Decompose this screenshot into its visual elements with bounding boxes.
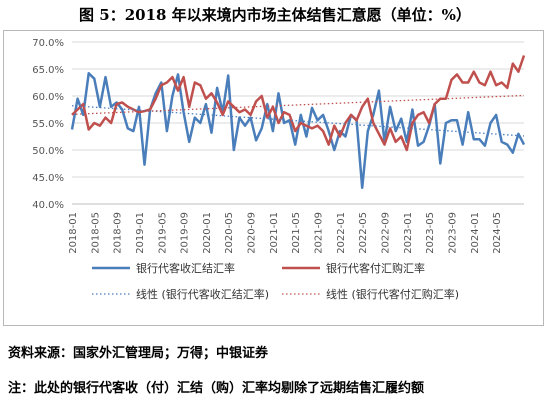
x-tick-label: 2022-01 [336, 212, 347, 254]
x-tick-label: 2023-09 [447, 212, 458, 254]
legend-label: 线性 (银行代客付汇购汇率) [326, 287, 459, 301]
y-tick-label: 70.0% [32, 38, 64, 49]
y-tick-label: 65.0% [32, 65, 64, 76]
x-tick-label: 2023-01 [403, 212, 414, 254]
source-note: 资料来源：国家外汇管理局；万得；中银证券 [8, 346, 269, 361]
x-tick-label: 2024-01 [470, 212, 481, 254]
x-tick-label: 2019-05 [157, 212, 168, 254]
x-tick-label: 2021-05 [291, 212, 302, 254]
x-tick-label: 2021-09 [314, 212, 325, 254]
x-tick-label: 2020-01 [202, 212, 213, 254]
x-tick-label: 2022-05 [358, 212, 369, 254]
x-axis: 2018-01 2018-05 2018-09 2019-01 2019-05 2019-… [68, 212, 503, 254]
x-tick-label: 2018-05 [90, 212, 101, 254]
x-tick-label: 2022-09 [380, 212, 391, 254]
x-tick-label: 2019-09 [180, 212, 191, 254]
y-tick-label: 40.0% [32, 200, 64, 211]
footnote: 注：此处的银行代客收（付）汇结（购）汇率均剔除了远期结售汇履约额 [8, 381, 425, 396]
legend-label: 银行代客付汇购汇率 [326, 261, 425, 275]
trendline-3 [71, 94, 525, 116]
y-tick-label: 50.0% [32, 146, 64, 157]
x-tick-label: 2018-09 [113, 212, 124, 254]
legend-label: 线性 (银行代客收汇结汇率) [136, 287, 269, 301]
x-tick-label: 2021-01 [269, 212, 280, 254]
chart-frame [3, 30, 544, 326]
chart-title: 图 5：2018 年以来境内市场主体结售汇意愿（单位：%） [79, 6, 471, 24]
x-tick-label: 2018-01 [68, 212, 79, 254]
grid-lines [72, 41, 524, 205]
legend-label: 银行代客收汇结汇率 [136, 261, 235, 275]
x-tick-label: 2019-01 [135, 212, 146, 254]
x-tick-label: 2024-05 [492, 212, 503, 254]
series-line-1 [71, 55, 526, 152]
x-tick-label: 2023-05 [425, 212, 436, 254]
y-tick-label: 60.0% [32, 92, 64, 103]
y-tick-label: 45.0% [32, 173, 64, 184]
series-line-0 [70, 72, 526, 190]
y-axis: 40.0% 45.0% 50.0% 55.0% 60.0% 65.0% 70.0% [32, 38, 64, 211]
series-lines [70, 55, 526, 190]
y-tick-label: 55.0% [32, 119, 64, 130]
x-tick-label: 2020-05 [224, 212, 235, 254]
line-chart: 40.0% 45.0% 50.0% 55.0% 60.0% 65.0% 70.0% 2018… [32, 38, 526, 301]
x-tick-label: 2020-09 [247, 212, 258, 254]
